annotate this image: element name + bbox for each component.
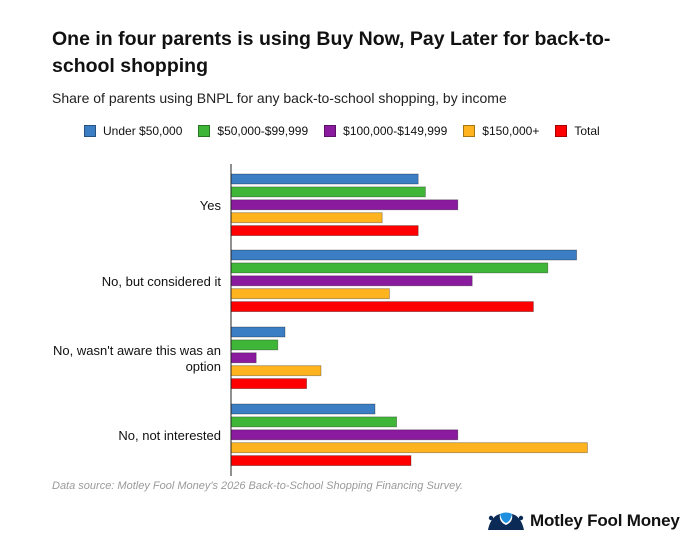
legend-item: $150,000+ [463,124,539,138]
jester-hat-icon [488,512,524,530]
bar [230,326,286,338]
legend-label: $50,000-$99,999 [217,124,309,138]
legend-item: $50,000-$99,999 [198,124,308,138]
bar [230,365,322,377]
legend-swatch [324,125,337,137]
chart-title: One in four parents is using Buy Now, Pa… [52,28,611,77]
legend-label: $150,000+ [482,124,540,138]
bar [230,186,426,198]
brand-logo: Motley Fool Money [486,510,680,532]
bar [230,352,257,364]
category-label: Yes [200,198,222,213]
bar [230,249,578,261]
bar [230,416,398,428]
bar [230,288,390,300]
bar [230,442,588,454]
bar [230,225,419,237]
bar [230,262,549,274]
bar [230,403,376,415]
legend-item: Total [555,124,600,138]
legend: Under $50,000 $50,000-$99,999 $100,000-$14… [84,124,616,138]
bar [230,429,459,441]
legend-swatch [463,125,476,137]
legend-swatch [84,125,96,137]
bar [230,199,459,211]
chart-subtitle: Share of parents using BNPL for any back… [52,90,507,106]
bar [230,275,473,287]
category-label: option [186,359,221,374]
data-source-note: Data source: Motley Fool Money's 2026 Ba… [52,480,463,492]
bar [230,212,383,224]
legend-label: Under $50,000 [103,124,183,138]
legend-item: Under $50,000 [84,124,182,138]
category-label: No, wasn't aware this was an [53,343,221,358]
bar [230,301,534,313]
legend-label: Total [574,124,600,138]
legend-item: $100,000-$149,999 [324,124,447,138]
bar [230,339,279,351]
legend-swatch [555,125,568,137]
category-label: No, not interested [118,428,221,443]
brand-name: Motley Fool Money [530,511,680,530]
legend-swatch [198,125,211,137]
legend-label: $100,000-$149,999 [343,124,448,138]
category-label: No, but considered it [102,274,222,289]
bar [230,378,307,390]
bar [230,173,419,185]
bar [230,455,412,467]
